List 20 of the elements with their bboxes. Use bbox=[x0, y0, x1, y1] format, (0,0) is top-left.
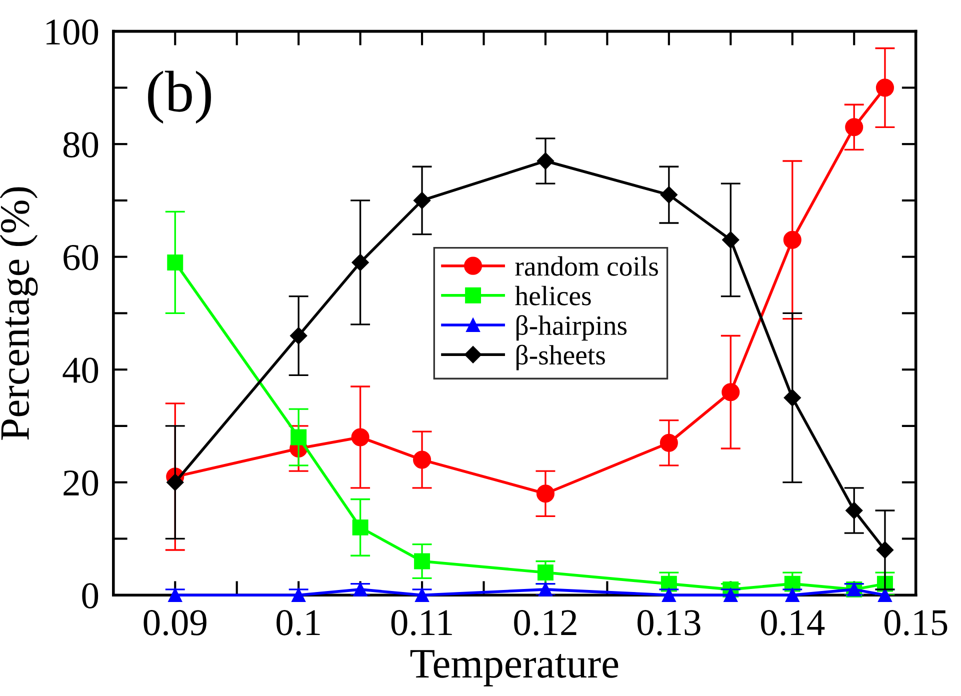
y-tick-label: 100 bbox=[46, 19, 98, 45]
annotation: (b) bbox=[148, 70, 211, 124]
y-tick-label: 0 bbox=[82, 583, 98, 608]
x-tick-label: 0.12 bbox=[514, 610, 576, 636]
y-tick-label: 80 bbox=[63, 132, 98, 158]
legend-label: β-sheets bbox=[516, 344, 605, 370]
x-tick-label: 0.13 bbox=[638, 610, 700, 636]
x-tick-label: 0.14 bbox=[761, 610, 825, 636]
y-tick-label: 20 bbox=[64, 470, 98, 496]
x-tick-label: 0.09 bbox=[144, 610, 206, 636]
y-tick-label: 60 bbox=[64, 244, 98, 270]
legend-label: β-hairpins bbox=[516, 315, 627, 341]
x-tick-label: 0.1 bbox=[276, 610, 320, 636]
y-tick-label: 40 bbox=[62, 358, 98, 383]
x-tick-label: 0.11 bbox=[391, 610, 452, 636]
y-axis-title: Percentage (%) bbox=[0, 187, 38, 440]
legend-label: helices bbox=[514, 286, 591, 306]
legend-label: random coils bbox=[515, 256, 658, 276]
x-tick-label: 0.15 bbox=[884, 610, 948, 636]
x-axis-title: Temperature bbox=[410, 650, 618, 686]
